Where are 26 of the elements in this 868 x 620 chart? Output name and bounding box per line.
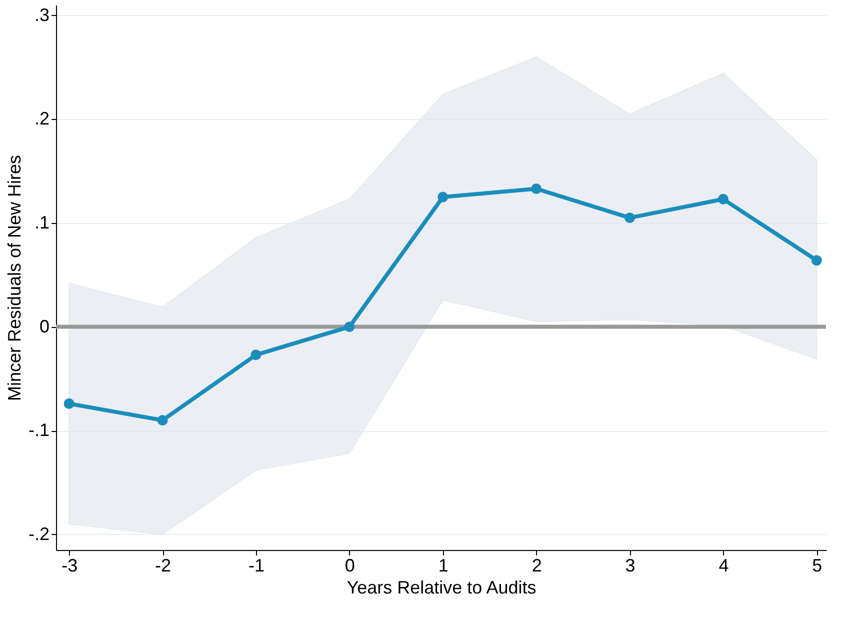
y-axis-title: Mincer Residuals of New Hires — [4, 154, 24, 402]
y-tick-label: .3 — [34, 4, 50, 25]
y-tick-label: -.1 — [28, 420, 50, 440]
point — [624, 212, 636, 224]
point — [718, 194, 728, 204]
point — [344, 322, 355, 332]
x-tick-label: 4 — [718, 556, 729, 576]
x-tick-label: 2 — [532, 556, 542, 576]
point — [811, 255, 822, 266]
y-tick-label: -.2 — [28, 524, 50, 544]
x-tick-label: 3 — [625, 556, 636, 576]
y-tick-label: 0 — [39, 316, 50, 336]
point — [157, 415, 168, 426]
x-tick-label: 1 — [438, 556, 448, 576]
point — [64, 398, 74, 409]
y-tick-label: .2 — [34, 108, 50, 129]
x-tick-label: 0 — [344, 556, 355, 576]
x-tick-label: 5 — [812, 556, 822, 576]
point — [250, 350, 262, 360]
x-tick-label: -1 — [248, 556, 264, 576]
x-axis-title: Years Relative to Audits — [346, 578, 536, 598]
point — [438, 192, 448, 202]
x-tick-label: -2 — [155, 556, 172, 576]
point — [531, 184, 542, 194]
x-tick-label: -3 — [62, 556, 78, 576]
y-tick-label: .1 — [34, 212, 50, 232]
